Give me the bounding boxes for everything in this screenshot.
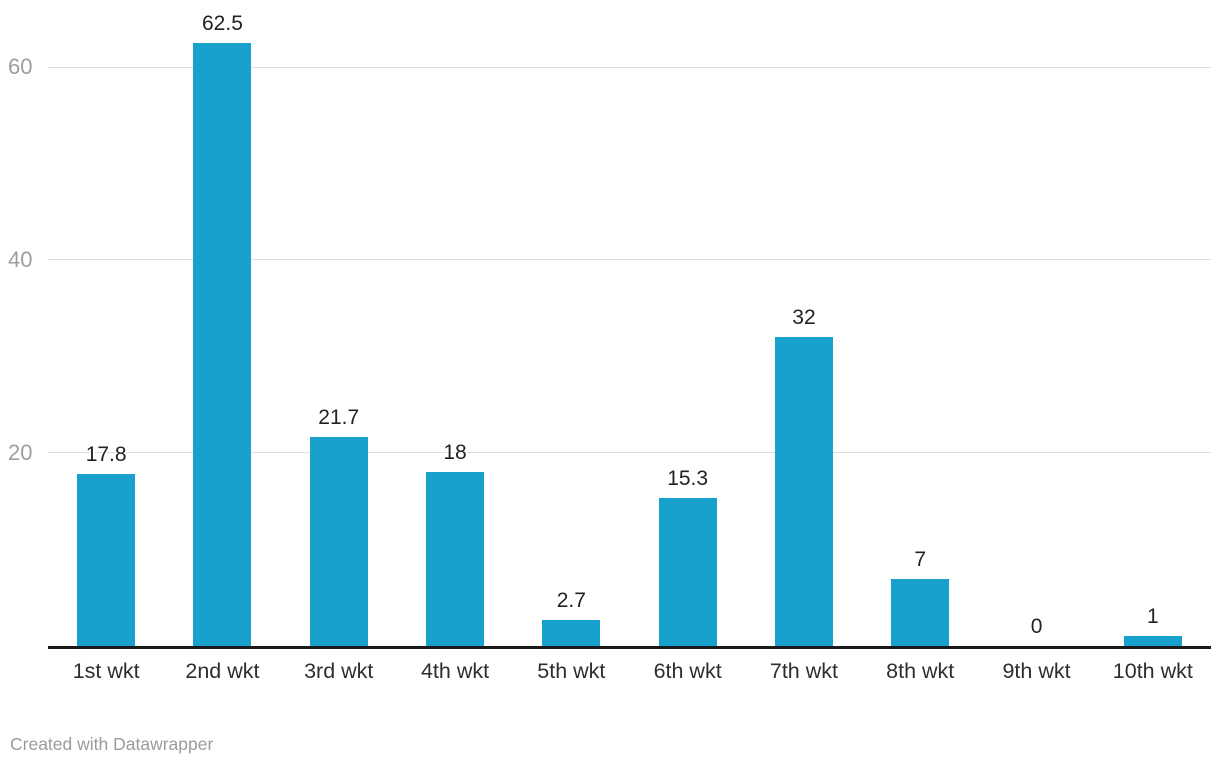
x-axis-category-label: 4th wkt (420, 659, 490, 683)
bar (542, 619, 601, 646)
bar (309, 436, 368, 646)
gridline (48, 66, 1211, 68)
y-axis-tick-label: 20 (8, 440, 33, 466)
x-axis-category-label: 6th wkt (653, 659, 722, 683)
x-axis-category-label: 9th wkt (1002, 659, 1071, 683)
bar (193, 43, 252, 646)
gridline (48, 259, 1211, 261)
bar (891, 578, 950, 646)
bar-value-label: 21.7 (318, 405, 360, 429)
x-axis: 1st wkt 2nd wkt 3rd wkt 4th wkt 5th wkt 6th w… (48, 659, 1211, 685)
x-axis-category-label: 1st wkt (72, 659, 140, 683)
bar-value-label: 17.8 (85, 443, 127, 467)
bar-value-label: 32 (792, 306, 816, 330)
bar (658, 498, 717, 646)
x-axis-category-label: 10th wkt (1112, 659, 1193, 683)
x-axis-category-label: 7th wkt (769, 659, 838, 683)
x-axis-category-label: 2nd wkt (185, 659, 260, 683)
y-axis-tick-label: 40 (8, 247, 33, 273)
x-axis-category-label: 5th wkt (537, 659, 606, 683)
bar (1123, 636, 1182, 646)
bar-value-label: 18 (443, 441, 467, 465)
bar-value-label: 15.3 (667, 467, 709, 491)
y-axis-tick-label: 60 (8, 54, 33, 80)
bar (77, 474, 136, 646)
bar (774, 337, 833, 646)
gridline (48, 452, 1211, 454)
bar-value-label: 2.7 (556, 588, 586, 612)
bar-value-label: 62.5 (202, 12, 243, 36)
attribution-link[interactable]: Created with Datawrapper (10, 734, 214, 754)
plot-area: 17.8 62.5 21.7 18 2.7 15.3 32 7 0 1 (48, 0, 1211, 649)
bar-value-label: 7 (914, 547, 927, 571)
bar-value-label: 1 (1146, 605, 1159, 629)
x-axis-category-label: 8th wkt (886, 659, 955, 683)
bar-value-label: 0 (1030, 615, 1043, 638)
x-axis-category-label: 3rd wkt (304, 659, 374, 683)
bar (426, 472, 485, 646)
